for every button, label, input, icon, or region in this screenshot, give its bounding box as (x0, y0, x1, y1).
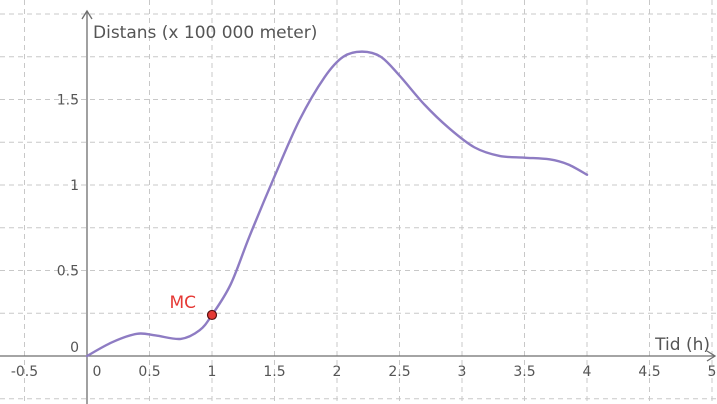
x-tick-label: -0.5 (11, 364, 38, 380)
x-axis-label: Tid (h) (654, 335, 710, 355)
y-axis-arrow (81, 9, 93, 20)
x-tick-label: 4 (583, 364, 592, 380)
y-tick-label: 1.5 (57, 93, 79, 109)
axis-labels: Distans (x 100 000 meter) Tid (h) (93, 23, 710, 355)
x-tick-label: 0.5 (138, 364, 160, 380)
x-tick-label: 1.5 (263, 364, 285, 380)
x-tick-label: 4.5 (638, 364, 660, 380)
x-axis-arrow (706, 350, 717, 362)
x-tick-label: 2.5 (388, 364, 410, 380)
x-tick-label: 1 (208, 364, 217, 380)
x-tick-label: 3.5 (513, 364, 535, 380)
x-tick-label: 2 (333, 364, 342, 380)
x-tick-label: 0 (93, 364, 102, 380)
y-axis-label: Distans (x 100 000 meter) (93, 23, 317, 43)
series-line (85, 50, 589, 358)
axes (0, 9, 717, 404)
point-marker (206, 309, 218, 321)
y-tick-label: 0.5 (57, 264, 79, 280)
plot-area: MC (85, 50, 589, 358)
point-label: MC (169, 293, 196, 313)
x-tick-label: 3 (458, 364, 467, 380)
y-tick-label: 1 (70, 178, 79, 194)
tick-labels: -0.5 0 0.5 1 1.5 2 2.5 3 3.5 4 4.5 5 0 0.5 1 1.5 (11, 93, 717, 381)
y-tick-label: 0 (70, 340, 79, 356)
x-tick-label: 5 (708, 364, 717, 380)
